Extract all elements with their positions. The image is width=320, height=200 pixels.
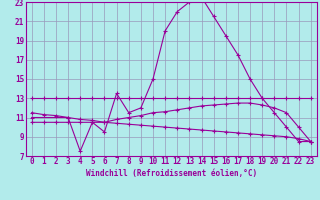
X-axis label: Windchill (Refroidissement éolien,°C): Windchill (Refroidissement éolien,°C) <box>86 169 257 178</box>
